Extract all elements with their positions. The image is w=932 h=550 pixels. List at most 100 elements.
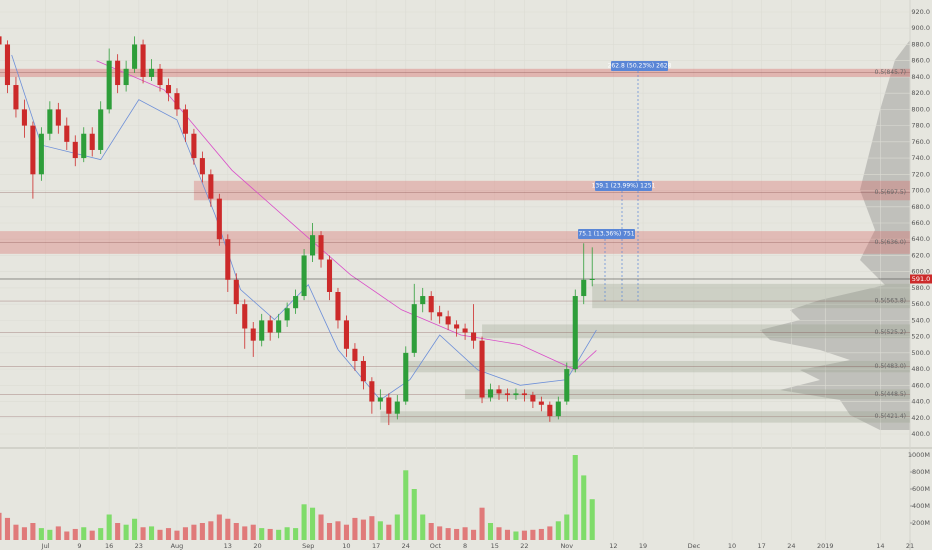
x-tick-label: 19 (639, 542, 647, 550)
level-label: 0.5(563.8) (875, 298, 906, 305)
candle-body (208, 174, 214, 199)
candle-body (64, 125, 70, 142)
x-tick-label: 10 (728, 542, 736, 550)
x-tick-label: Nov (560, 542, 573, 550)
candle-body (352, 348, 358, 361)
zone (193, 180, 910, 201)
candle-body (437, 312, 443, 317)
volume-bar (276, 529, 282, 540)
x-tick-label: 12 (609, 542, 617, 550)
volume-bar (115, 523, 121, 540)
volume-bar (13, 524, 19, 540)
y-tick-label: 680.0 (911, 203, 930, 211)
candle-body (343, 320, 349, 349)
volume-bar (47, 529, 53, 540)
x-tick-label: 2019 (817, 542, 834, 550)
candle-body (216, 198, 222, 240)
volume-bar (479, 507, 485, 540)
volume-bar (521, 530, 527, 540)
zone (405, 360, 910, 373)
candle-body (182, 109, 188, 134)
y-tick-label: 440.0 (911, 398, 930, 406)
volume-bar (284, 527, 290, 540)
x-tick-label: 17 (372, 542, 380, 550)
volume-bar (148, 526, 155, 540)
x-tick-label: 10 (342, 542, 350, 550)
candle-body (13, 85, 19, 110)
candle-body (242, 304, 248, 329)
candle-body (293, 296, 299, 309)
candle-body (148, 68, 155, 77)
volume-tick-label: 400M (912, 502, 930, 510)
volume-bar (555, 521, 561, 540)
x-tick-label: 15 (491, 542, 499, 550)
candle-body (259, 320, 265, 341)
volume-bar (386, 524, 392, 540)
candle-body (47, 109, 53, 134)
volume-bar (182, 527, 188, 540)
x-tick-label: 9 (77, 542, 81, 550)
candle-body (487, 389, 494, 398)
candle-body (530, 395, 536, 402)
x-tick-label: Sep (302, 542, 314, 550)
candle-body (225, 239, 231, 280)
candle-body (55, 109, 61, 126)
last-price-label: 591.0 (912, 275, 931, 283)
candle-body (521, 393, 527, 396)
volume-bar (445, 528, 451, 540)
volume-bar (64, 531, 70, 540)
y-tick-label: 860.0 (911, 57, 930, 65)
candle-body (98, 109, 104, 150)
candle-body (115, 60, 121, 86)
candle-body (38, 133, 44, 175)
volume-bar (326, 523, 333, 540)
candle-body (233, 279, 239, 305)
volume-bar (89, 530, 95, 540)
volume-tick-label: 800M (912, 468, 930, 476)
x-tick-label: 16 (105, 542, 113, 550)
candle-body (403, 352, 409, 402)
volume-bar (318, 514, 324, 540)
candle-body (564, 369, 570, 402)
volume-bar (72, 528, 78, 540)
volume-bar (225, 518, 231, 540)
volume-bar (589, 499, 595, 540)
volume-bar (81, 527, 87, 540)
level-label: 0.5(697.5) (875, 189, 906, 196)
y-tick-label: 500.0 (911, 349, 930, 357)
volume-bar (369, 516, 375, 540)
level-label: 0.5(421.4) (875, 413, 906, 420)
candle-body (89, 133, 95, 150)
x-tick-label: Jul (41, 542, 50, 550)
candle-body (471, 332, 477, 341)
candle-body (191, 133, 197, 159)
level-label: 0.5(636.0) (875, 239, 906, 246)
y-tick-label: 800.0 (911, 105, 930, 113)
candle-body (504, 393, 511, 396)
candle-body (284, 308, 290, 321)
candle-body (377, 397, 383, 402)
volume-bar (301, 504, 307, 540)
volume-bar (4, 517, 11, 540)
zone (465, 389, 910, 400)
y-tick-label: 880.0 (911, 40, 930, 48)
candle-body (132, 44, 138, 69)
y-tick-label: 900.0 (911, 24, 930, 32)
y-tick-label: 460.0 (911, 381, 930, 389)
x-tick-label: Oct (430, 542, 442, 550)
moving-average (11, 54, 597, 401)
candle-body (462, 328, 468, 333)
volume-bar (343, 524, 349, 540)
x-tick-label: 21 (906, 542, 914, 550)
volume-bar (394, 514, 400, 540)
volume-bar (123, 524, 129, 540)
volume-bar (310, 507, 316, 540)
volume-bar (377, 521, 383, 540)
x-tick-label: 22 (520, 542, 528, 550)
volume-bar (233, 523, 239, 540)
candle-body (386, 397, 392, 414)
candle-body (454, 324, 460, 329)
volume-bar (411, 489, 417, 540)
volume-bar (564, 514, 570, 540)
